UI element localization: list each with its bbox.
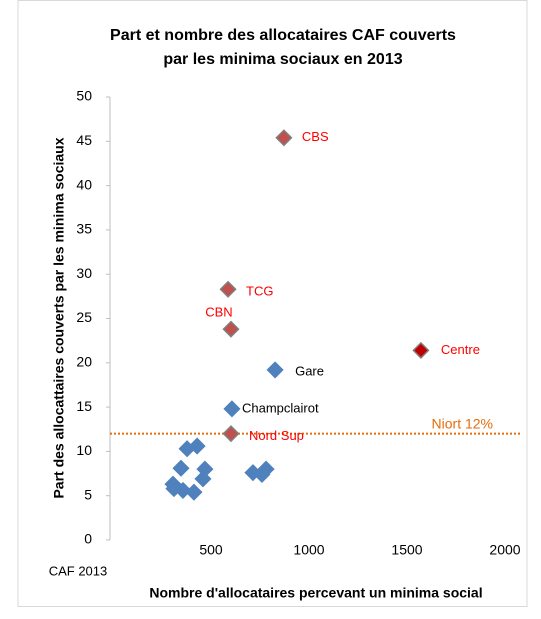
point-label: TCG bbox=[246, 284, 273, 299]
point-label: Nord Sup bbox=[249, 428, 304, 443]
y-axis-title: Part des allocattaires couverts par les … bbox=[51, 137, 67, 498]
chart-frame bbox=[17, 0, 528, 607]
x-axis-title: Nombre d'allocataires percevant un minim… bbox=[149, 585, 482, 601]
data-point bbox=[172, 459, 190, 477]
point-label: CBN bbox=[205, 305, 232, 320]
y-tick-label: 10 bbox=[76, 442, 92, 458]
y-tick-label: 15 bbox=[76, 398, 92, 414]
point-label: Gare bbox=[295, 363, 324, 378]
x-tick-label: 2000 bbox=[489, 542, 520, 558]
y-tick-label: 40 bbox=[76, 176, 92, 192]
data-point bbox=[223, 400, 241, 418]
point-label: Champclairot bbox=[242, 400, 319, 415]
y-tick-label: 5 bbox=[84, 486, 92, 502]
data-point bbox=[219, 280, 237, 298]
y-tick-label: 45 bbox=[76, 132, 92, 148]
x-tick-label: 500 bbox=[199, 542, 223, 558]
point-label: Centre bbox=[441, 342, 480, 357]
data-point bbox=[185, 483, 203, 501]
x-tick-label: 1500 bbox=[391, 542, 422, 558]
data-point bbox=[275, 129, 293, 147]
data-point bbox=[194, 470, 212, 488]
y-tick-label: 25 bbox=[76, 309, 92, 325]
data-point bbox=[266, 361, 284, 379]
y-tick-label: 30 bbox=[76, 265, 92, 281]
source-note: CAF 2013 bbox=[49, 563, 108, 578]
y-tick-label: 35 bbox=[76, 221, 92, 237]
y-tick-label: 50 bbox=[76, 88, 92, 104]
chart-title-line-2: par les minima sociaux en 2013 bbox=[163, 51, 402, 68]
data-point bbox=[174, 481, 192, 499]
data-point bbox=[412, 341, 430, 359]
data-point bbox=[257, 460, 275, 478]
y-tick-label: 20 bbox=[76, 354, 92, 370]
data-point bbox=[222, 320, 240, 338]
data-point bbox=[222, 425, 240, 443]
reference-label: Niort 12% bbox=[432, 415, 493, 431]
x-tick-label: 1000 bbox=[293, 542, 324, 558]
data-point bbox=[188, 437, 206, 455]
y-tick-label: 0 bbox=[84, 531, 92, 547]
chart-title-line-1: Part et nombre des allocataires CAF couv… bbox=[110, 27, 456, 44]
point-label: CBS bbox=[302, 129, 329, 144]
